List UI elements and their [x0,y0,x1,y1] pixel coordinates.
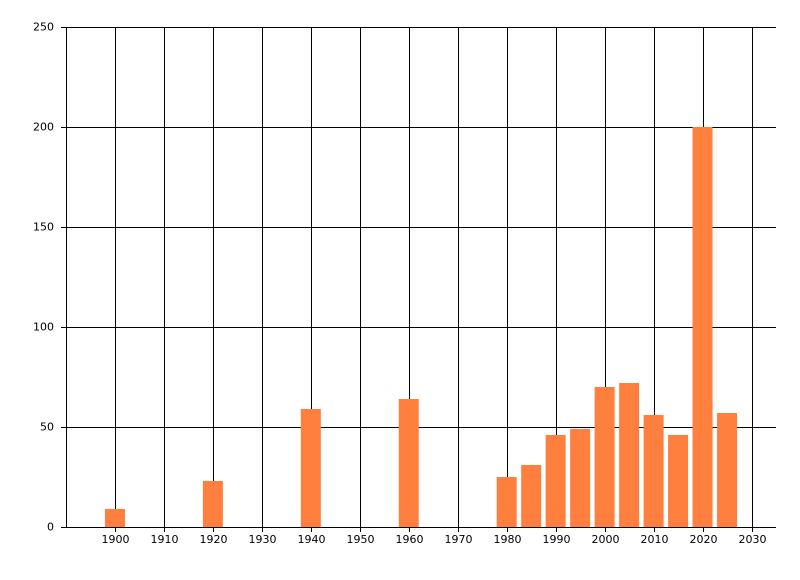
x-tick-label: 1930 [249,533,277,546]
y-tick-label: 100 [33,321,54,334]
bar [717,413,738,527]
bar [496,477,517,527]
x-tick-label: 1980 [494,533,522,546]
x-tick-label: 1910 [151,533,179,546]
x-tick-label: 1940 [298,533,326,546]
bar [594,387,615,527]
y-tick-label: 200 [33,121,54,134]
y-tick-label: 150 [33,221,54,234]
y-tick-label: 250 [33,21,54,34]
bar [643,415,664,527]
y-tick-label: 0 [47,521,54,534]
bar [521,465,542,527]
x-tick-label: 2020 [690,533,718,546]
y-tick-label: 50 [40,421,54,434]
bar [570,429,591,527]
bar [619,383,640,527]
bar [300,409,321,527]
bar [104,509,125,527]
x-tick-label: 1950 [347,533,375,546]
x-tick-label: 1960 [396,533,424,546]
x-tick-label: 2010 [641,533,669,546]
bar [545,435,566,527]
x-tick-label: 2030 [739,533,767,546]
bar [668,435,689,527]
x-tick-label: 1990 [543,533,571,546]
x-tick-label: 1920 [200,533,228,546]
bar [202,481,223,527]
bar [692,127,713,527]
x-tick-label: 2000 [592,533,620,546]
bar [398,399,419,527]
x-tick-label: 1900 [102,533,130,546]
x-tick-label: 1970 [445,533,473,546]
